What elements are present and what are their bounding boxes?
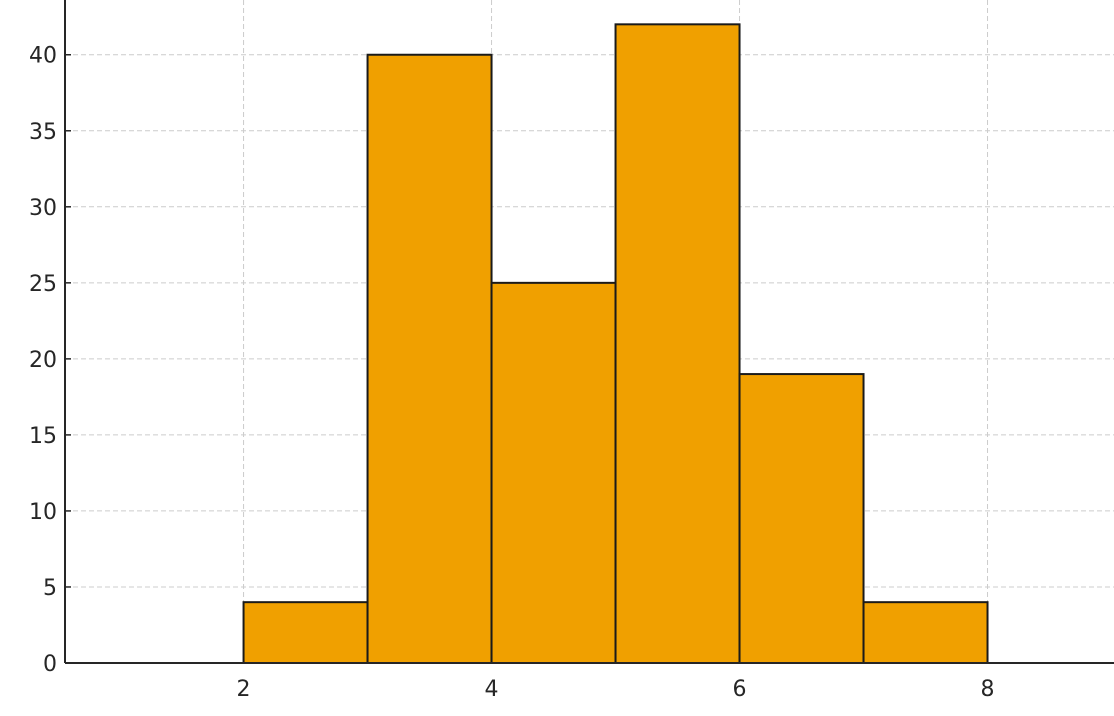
y-tick-label: 10	[29, 500, 57, 525]
y-tick-label: 40	[29, 44, 57, 69]
histogram-bar	[614, 23, 741, 665]
y-tick-label: 30	[29, 196, 57, 221]
histogram-bar	[490, 281, 617, 664]
bars	[242, 23, 989, 665]
y-tick-label: 0	[43, 652, 57, 677]
axes	[64, 0, 1114, 664]
y-tick-label: 5	[43, 576, 57, 601]
histogram-bar	[862, 601, 989, 665]
y-tick-labels: 0 5 10 15 20 25 30 35 40	[29, 44, 57, 677]
x-tick-label: 2	[237, 677, 251, 702]
histogram-bar	[366, 53, 493, 665]
y-tick-label: 20	[29, 348, 57, 373]
x-tick-label: 8	[981, 677, 995, 702]
histogram-bar	[242, 601, 369, 665]
x-tick-label: 4	[485, 677, 499, 702]
y-tick-label: 35	[29, 120, 57, 145]
x-tick-label: 6	[733, 677, 747, 702]
histogram-bar	[738, 373, 865, 664]
x-tick-labels: 2 4 6 8	[237, 677, 995, 702]
y-tick-label: 15	[29, 424, 57, 449]
y-tick-label: 25	[29, 272, 57, 297]
